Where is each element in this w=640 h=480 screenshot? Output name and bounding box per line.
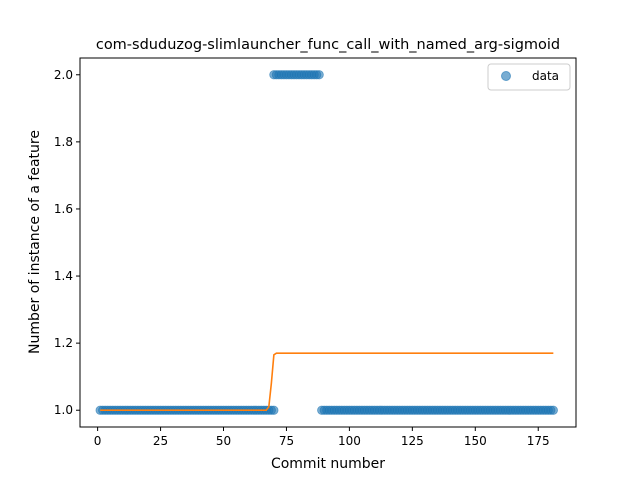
- x-axis-label: Commit number: [271, 456, 385, 472]
- legend-marker-data: [501, 71, 511, 81]
- legend-label-data: data: [532, 69, 559, 83]
- y-tick-label: 1.8: [54, 135, 73, 149]
- x-axis: 0 25 50 75 100 125 150 175: [94, 427, 550, 448]
- plot-area: [79, 57, 577, 428]
- y-tick-label: 1.0: [54, 403, 73, 417]
- sigmoid-fit-line: [100, 352, 554, 412]
- y-axis: 1.0 1.2 1.4 1.6 1.8 2.0: [54, 68, 80, 417]
- x-tick-label: 50: [216, 434, 231, 448]
- x-tick-label: 75: [279, 434, 294, 448]
- y-tick-label: 1.6: [54, 202, 73, 216]
- y-tick-label: 1.2: [54, 336, 73, 350]
- data-point: [269, 405, 279, 415]
- x-tick-label: 125: [401, 434, 424, 448]
- data-point: [548, 405, 558, 415]
- x-tick-label: 25: [153, 434, 168, 448]
- data-layer: [95, 70, 558, 415]
- legend: data: [487, 63, 571, 91]
- chart-title: com-sduduzog-slimlauncher_func_call_with…: [96, 37, 560, 53]
- x-tick-label: 100: [338, 434, 361, 448]
- x-tick-label: 150: [464, 434, 487, 448]
- legend-frame: [487, 63, 571, 91]
- x-tick-label: 175: [527, 434, 550, 448]
- y-tick-label: 2.0: [54, 68, 73, 82]
- y-tick-label: 1.4: [54, 269, 73, 283]
- x-tick-label: 0: [94, 434, 102, 448]
- y-axis-label: Number of instance of a feature: [27, 130, 43, 354]
- data-point: [314, 70, 324, 80]
